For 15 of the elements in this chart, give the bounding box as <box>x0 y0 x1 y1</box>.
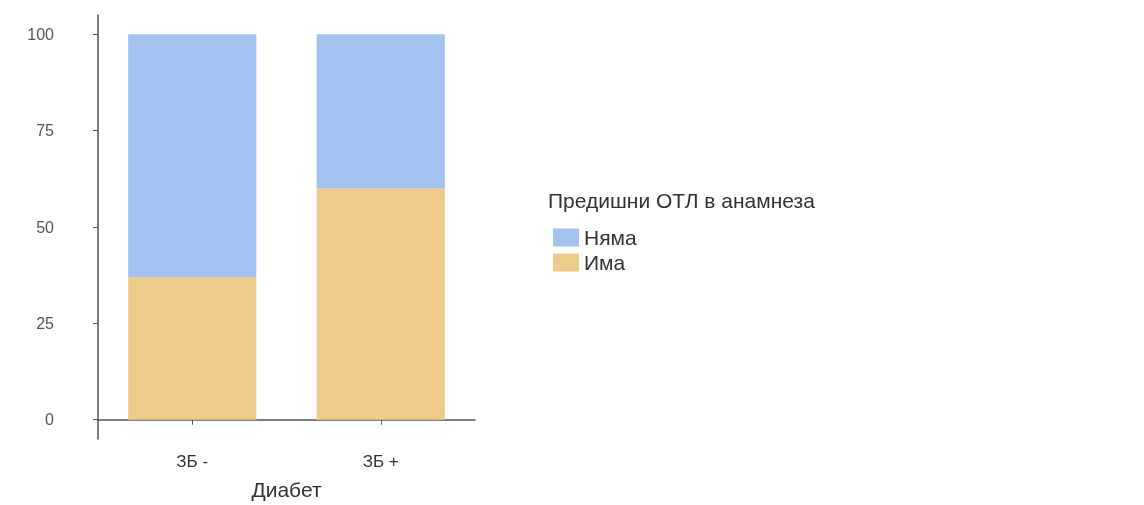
x-tick-label: ЗБ - <box>176 452 209 471</box>
y-tick-label: 25 <box>36 314 55 332</box>
bar <box>128 277 257 420</box>
y-tick-label: 75 <box>36 122 55 140</box>
bar <box>128 34 257 278</box>
y-tick-label: 100 <box>27 25 55 43</box>
y-tick-label: 50 <box>36 218 55 236</box>
legend-label: Има <box>584 251 626 274</box>
legend-label: Няма <box>584 226 637 249</box>
x-axis-title: Диабет <box>251 478 322 501</box>
y-tick-label: 0 <box>45 411 55 429</box>
x-tick-label: ЗБ + <box>362 452 399 471</box>
bar <box>316 188 445 420</box>
bar <box>316 34 445 189</box>
legend-title: Предишни ОТЛ в анамнеза <box>548 189 816 212</box>
